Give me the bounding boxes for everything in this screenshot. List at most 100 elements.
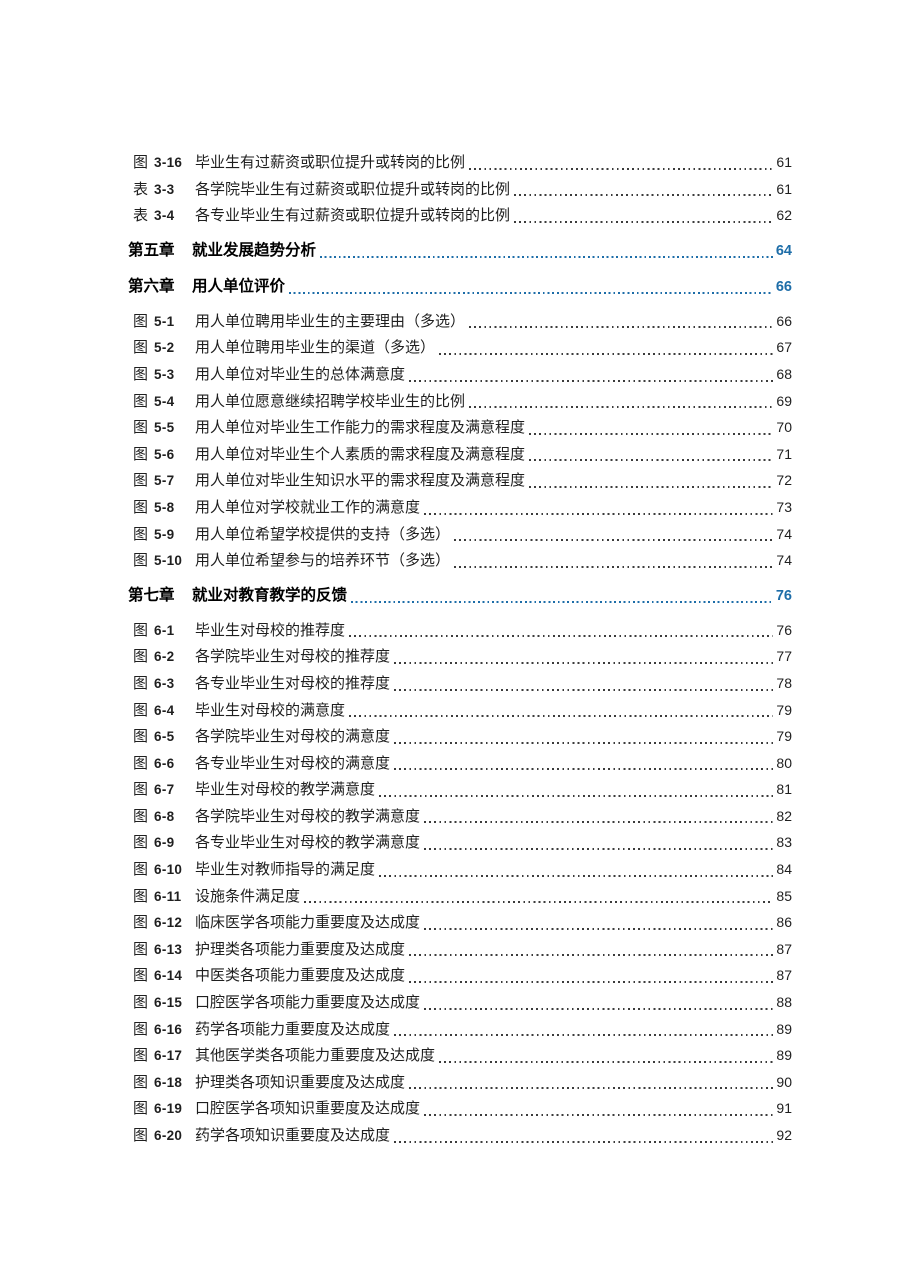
toc-entry-number: 6-19 [154,1101,183,1117]
toc-entry-number: 6-5 [154,729,175,745]
toc-entry-marker: 图 [133,473,149,490]
toc-row[interactable]: 图 5-2 用人单位聘用毕业生的渠道（多选） 67 [128,334,792,361]
toc-row[interactable]: 图 5-6 用人单位对毕业生个人素质的需求程度及满意程度 71 [128,441,792,468]
toc-page-number[interactable]: 90 [776,1073,792,1090]
dotted-leader [469,406,774,409]
toc-entry-label: 图 6-7 [133,777,195,804]
toc-row[interactable]: 图 5-4 用人单位愿意继续招聘学校毕业生的比例 69 [128,388,792,415]
toc-row[interactable]: 图 6-14 中医类各项能力重要度及达成度 87 [128,962,792,989]
toc-page-number[interactable]: 74 [776,525,792,542]
toc-page-number[interactable]: 66 [776,312,792,329]
toc-entry-label: 图 6-10 [133,857,195,884]
toc-page-number[interactable]: 79 [776,701,792,718]
toc-row[interactable]: 图 6-8 各学院毕业生对母校的教学满意度 82 [128,803,792,830]
toc-row[interactable]: 表 3-3 各学院毕业生有过薪资或职位提升或转岗的比例 61 [128,176,792,203]
toc-page-number[interactable]: 69 [776,392,792,409]
dotted-leader [424,927,774,930]
toc-row[interactable]: 第五章 就业发展趋势分析 64 [128,236,792,265]
toc-row[interactable]: 图 6-9 各专业毕业生对母校的教学满意度 83 [128,829,792,856]
toc-row[interactable]: 图 6-3 各专业毕业生对母校的推荐度 78 [128,670,792,697]
toc-page-number[interactable]: 76 [776,621,792,638]
toc-entry-marker: 图 [133,1048,149,1065]
toc-page-number[interactable]: 80 [776,754,792,771]
toc-page-number[interactable]: 71 [776,445,792,462]
toc-entry-label: 图 5-3 [133,362,195,389]
toc-page-number[interactable]: 82 [776,807,792,824]
toc-row[interactable]: 图 6-12 临床医学各项能力重要度及达成度 86 [128,909,792,936]
toc-row[interactable]: 图 6-20 药学各项知识重要度及达成度 92 [128,1122,792,1149]
toc-entry-label: 图 6-14 [133,963,195,990]
toc-row[interactable]: 图 5-1 用人单位聘用毕业生的主要理由（多选） 66 [128,308,792,335]
toc-entry-number: 6-16 [154,1021,183,1037]
toc-row[interactable]: 图 6-4 毕业生对母校的满意度 79 [128,697,792,724]
toc-row[interactable]: 图 6-19 口腔医学各项知识重要度及达成度 91 [128,1095,792,1122]
toc-page-number[interactable]: 61 [776,180,792,197]
toc-row[interactable]: 图 6-17 其他医学类各项能力重要度及达成度 89 [128,1042,792,1069]
toc-page-number[interactable]: 76 [775,587,792,604]
dotted-leader [424,848,774,851]
toc-entry-title: 各学院毕业生有过薪资或职位提升或转岗的比例 [195,181,511,198]
toc-page-number[interactable]: 67 [776,339,792,356]
toc-page-number[interactable]: 91 [776,1100,792,1117]
toc-entry-marker: 图 [133,366,149,383]
toc-row[interactable]: 图 6-6 各专业毕业生对母校的满意度 80 [128,750,792,777]
toc-row[interactable]: 图 6-5 各学院毕业生对母校的满意度 79 [128,723,792,750]
dotted-leader [454,539,774,542]
toc-row[interactable]: 图 6-11 设施条件满足度 85 [128,883,792,910]
toc-entry-number: 5-9 [154,526,175,542]
toc-entry-marker: 第六章 [128,277,175,295]
toc-page-number[interactable]: 89 [776,1020,792,1037]
toc-page-number[interactable]: 92 [776,1127,792,1143]
toc-page-number[interactable]: 74 [776,552,792,569]
toc-row[interactable]: 图 5-5 用人单位对毕业生工作能力的需求程度及满意程度 70 [128,414,792,441]
toc-entry-marker: 图 [133,1074,149,1091]
toc-page-number[interactable]: 86 [776,914,792,931]
toc-page-number[interactable]: 77 [776,648,792,665]
toc-page-number[interactable]: 61 [776,154,792,170]
toc-page-number[interactable]: 84 [776,861,792,878]
toc-row[interactable]: 图 3-16 毕业生有过薪资或职位提升或转岗的比例 61 [128,149,792,176]
toc-row[interactable]: 图 6-15 口腔医学各项能力重要度及达成度 88 [128,989,792,1016]
toc-page-number[interactable]: 85 [776,887,792,904]
toc-page-number[interactable]: 87 [776,967,792,984]
toc-entry-title: 设施条件满足度 [195,888,301,905]
toc-entry-label: 第六章 [128,272,192,301]
toc-row[interactable]: 表 3-4 各专业毕业生有过薪资或职位提升或转岗的比例 62 [128,202,792,229]
toc-page-number[interactable]: 64 [775,242,792,259]
toc-row[interactable]: 第六章 用人单位评价 66 [128,272,792,301]
toc-page-number[interactable]: 78 [776,674,792,691]
toc-row[interactable]: 图 5-7 用人单位对毕业生知识水平的需求程度及满意程度 72 [128,467,792,494]
toc-page-number[interactable]: 87 [776,940,792,957]
toc-row[interactable]: 图 5-8 用人单位对学校就业工作的满意度 73 [128,494,792,521]
toc-row[interactable]: 图 5-10 用人单位希望参与的培养环节（多选） 74 [128,547,792,574]
toc-page-number[interactable]: 83 [776,834,792,851]
toc-entry-marker: 图 [133,755,149,772]
toc-entry-number: 6-17 [154,1048,183,1064]
toc-row[interactable]: 图 6-18 护理类各项知识重要度及达成度 90 [128,1069,792,1096]
toc-entry-marker: 图 [133,729,149,746]
toc-page-number[interactable]: 62 [776,207,792,224]
toc-row[interactable]: 第七章 就业对教育教学的反馈 76 [128,581,792,610]
dotted-leader [394,1140,774,1143]
dotted-leader [424,1007,774,1010]
toc-entry-title: 药学各项能力重要度及达成度 [195,1021,391,1038]
toc-page-number[interactable]: 88 [776,994,792,1011]
toc-page-number[interactable]: 70 [776,419,792,436]
toc-page-number[interactable]: 73 [776,498,792,515]
toc-row[interactable]: 图 6-16 药学各项能力重要度及达成度 89 [128,1016,792,1043]
toc-row[interactable]: 图 6-7 毕业生对母校的教学满意度 81 [128,776,792,803]
toc-row[interactable]: 图 5-9 用人单位希望学校提供的支持（多选） 74 [128,521,792,548]
toc-page-number[interactable]: 68 [776,365,792,382]
toc-row[interactable]: 图 6-13 护理类各项能力重要度及达成度 87 [128,936,792,963]
toc-row[interactable]: 图 6-2 各学院毕业生对母校的推荐度 77 [128,643,792,670]
toc-row[interactable]: 图 6-1 毕业生对母校的推荐度 76 [128,617,792,644]
toc-page-number[interactable]: 72 [776,472,792,489]
toc-page-number[interactable]: 79 [776,728,792,745]
toc-entry-marker: 图 [133,675,149,692]
toc-page-number[interactable]: 66 [775,278,792,295]
toc-row[interactable]: 图 6-10 毕业生对教师指导的满足度 84 [128,856,792,883]
toc-row[interactable]: 图 5-3 用人单位对毕业生的总体满意度 68 [128,361,792,388]
toc-page-number[interactable]: 81 [776,781,792,798]
dotted-leader [349,715,774,718]
toc-page-number[interactable]: 89 [776,1047,792,1064]
